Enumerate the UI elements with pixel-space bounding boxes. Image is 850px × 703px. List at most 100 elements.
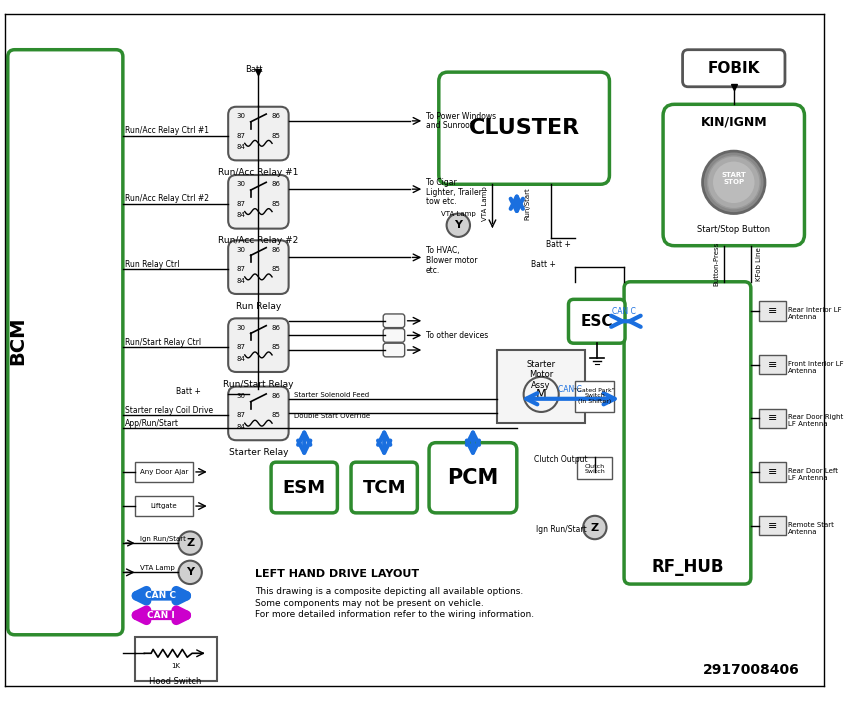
FancyBboxPatch shape bbox=[624, 282, 751, 584]
Text: Rear Door Right
LF Antenna: Rear Door Right LF Antenna bbox=[788, 414, 843, 427]
FancyBboxPatch shape bbox=[383, 343, 405, 357]
Text: Run/Acc Relay Ctrl #2: Run/Acc Relay Ctrl #2 bbox=[125, 195, 209, 203]
Bar bbox=[759, 302, 786, 321]
Text: Remote Start
Antenna: Remote Start Antenna bbox=[788, 522, 834, 535]
Text: Clutch Output: Clutch Output bbox=[535, 455, 588, 464]
Text: VTA Lamp: VTA Lamp bbox=[441, 210, 476, 217]
Text: Button-Press: Button-Press bbox=[713, 242, 719, 286]
Text: Run/Acc Relay #2: Run/Acc Relay #2 bbox=[218, 236, 298, 245]
Text: BCM: BCM bbox=[8, 316, 27, 365]
Circle shape bbox=[707, 156, 760, 209]
Text: To HVAC,: To HVAC, bbox=[426, 246, 460, 255]
Text: KFob Line: KFob Line bbox=[756, 247, 762, 280]
Bar bbox=[134, 462, 193, 482]
Bar bbox=[759, 462, 786, 482]
Text: Batt: Batt bbox=[245, 65, 263, 74]
Text: Z: Z bbox=[591, 522, 599, 532]
Circle shape bbox=[712, 161, 755, 204]
Text: FOBIK: FOBIK bbox=[707, 60, 760, 76]
Text: CLUSTER: CLUSTER bbox=[468, 118, 580, 138]
Text: Start/Stop Button: Start/Stop Button bbox=[697, 225, 770, 233]
Text: 86: 86 bbox=[271, 247, 280, 252]
Text: Starter relay Coil Drive: Starter relay Coil Drive bbox=[125, 406, 213, 415]
FancyBboxPatch shape bbox=[8, 50, 123, 635]
Text: 85: 85 bbox=[271, 413, 280, 418]
Text: This drawing is a composite depicting all available options.: This drawing is a composite depicting al… bbox=[256, 587, 524, 596]
Text: Clutch
Switch: Clutch Switch bbox=[585, 463, 605, 475]
FancyBboxPatch shape bbox=[351, 462, 417, 513]
Text: tow etc.: tow etc. bbox=[426, 198, 456, 206]
Text: 84: 84 bbox=[236, 424, 246, 430]
Text: 87: 87 bbox=[236, 266, 246, 272]
Text: Run/Acc Relay #1: Run/Acc Relay #1 bbox=[218, 168, 298, 177]
Text: Double Start Override: Double Start Override bbox=[293, 413, 370, 420]
Text: VTA Lamp: VTA Lamp bbox=[482, 186, 488, 221]
Text: 30: 30 bbox=[236, 393, 246, 399]
Bar bbox=[759, 516, 786, 535]
Bar bbox=[575, 381, 615, 413]
Text: ≡: ≡ bbox=[768, 467, 777, 477]
Text: Front Interior LF
Antenna: Front Interior LF Antenna bbox=[788, 361, 843, 374]
Text: 87: 87 bbox=[236, 201, 246, 207]
Circle shape bbox=[178, 531, 201, 555]
Text: Starter
Motor
Assy: Starter Motor Assy bbox=[527, 360, 556, 389]
Text: 86: 86 bbox=[271, 393, 280, 399]
Text: 86: 86 bbox=[271, 113, 280, 119]
Text: 86: 86 bbox=[271, 325, 280, 330]
FancyBboxPatch shape bbox=[228, 107, 289, 160]
Text: START
STOP: START STOP bbox=[722, 172, 746, 185]
FancyBboxPatch shape bbox=[383, 314, 405, 328]
Text: and Sunroof: and Sunroof bbox=[426, 121, 473, 130]
Circle shape bbox=[703, 151, 765, 214]
Text: ≡: ≡ bbox=[768, 413, 777, 423]
Text: Rear Interior LF
Antenna: Rear Interior LF Antenna bbox=[788, 307, 842, 320]
Circle shape bbox=[524, 377, 558, 412]
Text: CAN C: CAN C bbox=[612, 307, 636, 316]
Text: LEFT HAND DRIVE LAYOUT: LEFT HAND DRIVE LAYOUT bbox=[256, 569, 420, 579]
Text: Run/Start Relay Ctrl: Run/Start Relay Ctrl bbox=[125, 337, 201, 347]
Text: 87: 87 bbox=[236, 132, 246, 138]
Text: 86: 86 bbox=[271, 181, 280, 187]
Text: Some components may not be present on vehicle.: Some components may not be present on ve… bbox=[256, 599, 484, 607]
Text: ESM: ESM bbox=[283, 479, 326, 496]
Text: 1K: 1K bbox=[171, 663, 180, 669]
Text: To Cigar: To Cigar bbox=[426, 178, 456, 187]
Text: Batt +: Batt + bbox=[175, 387, 201, 396]
Bar bbox=[759, 408, 786, 428]
Text: TCM: TCM bbox=[362, 479, 406, 496]
Text: KIN/IGNM: KIN/IGNM bbox=[700, 115, 767, 129]
Circle shape bbox=[446, 214, 470, 237]
Text: 84: 84 bbox=[236, 144, 246, 150]
FancyBboxPatch shape bbox=[429, 443, 517, 513]
Text: 85: 85 bbox=[271, 201, 280, 207]
Text: 85: 85 bbox=[271, 266, 280, 272]
FancyBboxPatch shape bbox=[271, 462, 337, 513]
Text: Hood Switch: Hood Switch bbox=[150, 677, 201, 686]
Bar bbox=[577, 457, 612, 479]
FancyBboxPatch shape bbox=[683, 50, 785, 86]
Text: ≡: ≡ bbox=[768, 520, 777, 531]
Text: 30: 30 bbox=[236, 181, 246, 187]
Bar bbox=[134, 637, 218, 681]
Circle shape bbox=[583, 516, 607, 539]
Text: 84: 84 bbox=[236, 278, 246, 284]
Bar bbox=[759, 355, 786, 375]
Text: Rear Door Left
LF Antenna: Rear Door Left LF Antenna bbox=[788, 468, 838, 481]
FancyBboxPatch shape bbox=[663, 104, 804, 246]
Text: To Power Windows: To Power Windows bbox=[426, 112, 496, 120]
Text: Batt +: Batt + bbox=[546, 240, 571, 250]
FancyBboxPatch shape bbox=[228, 175, 289, 228]
Text: ≡: ≡ bbox=[768, 360, 777, 370]
FancyBboxPatch shape bbox=[228, 240, 289, 294]
Text: CAN C: CAN C bbox=[145, 591, 177, 600]
Text: To other devices: To other devices bbox=[426, 331, 489, 340]
Text: App/Run/Start: App/Run/Start bbox=[125, 419, 178, 427]
Text: Liftgate: Liftgate bbox=[150, 503, 177, 509]
Text: CAN I: CAN I bbox=[147, 611, 175, 620]
Text: Blower motor: Blower motor bbox=[426, 256, 478, 265]
Text: CAN C: CAN C bbox=[558, 385, 582, 394]
Text: 2917008406: 2917008406 bbox=[703, 663, 800, 677]
Bar bbox=[497, 350, 585, 423]
Text: Any Door Ajar: Any Door Ajar bbox=[139, 469, 188, 475]
Circle shape bbox=[178, 561, 201, 584]
